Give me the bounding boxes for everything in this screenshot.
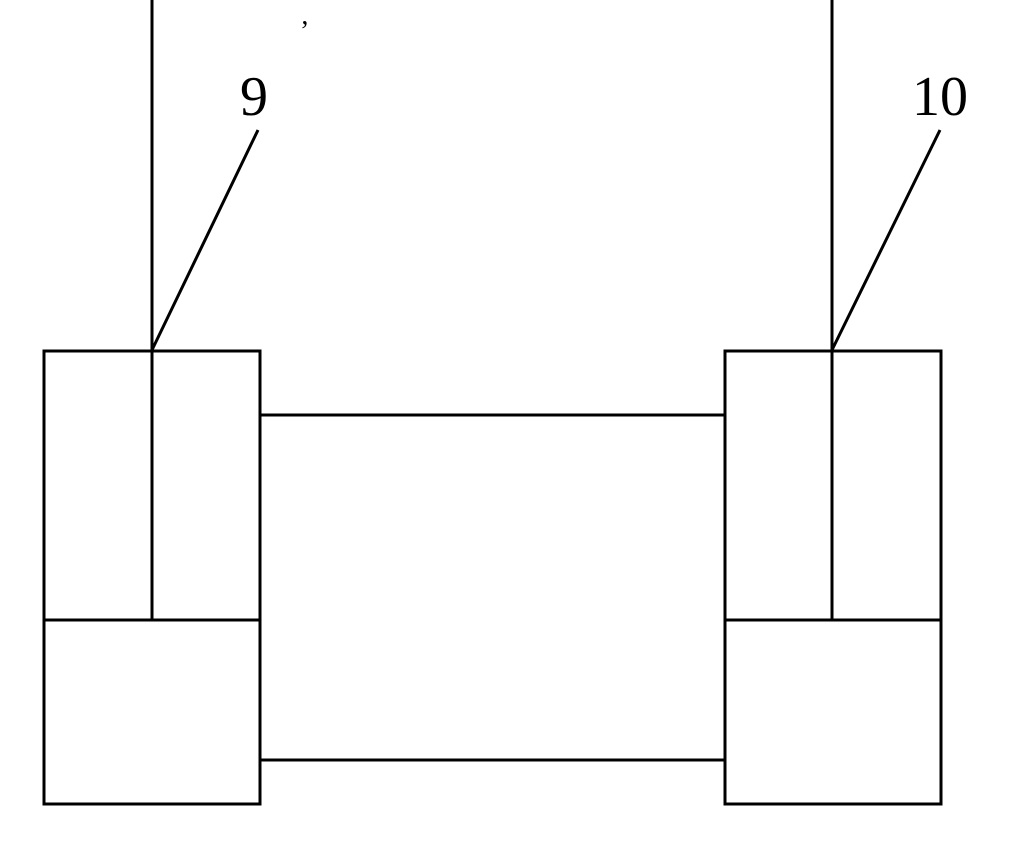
label-9: 9 bbox=[240, 66, 268, 128]
diagram-svg: 9 10 ’ bbox=[0, 0, 1023, 851]
stray-mark: ’ bbox=[300, 16, 309, 47]
label-10: 10 bbox=[912, 66, 968, 128]
